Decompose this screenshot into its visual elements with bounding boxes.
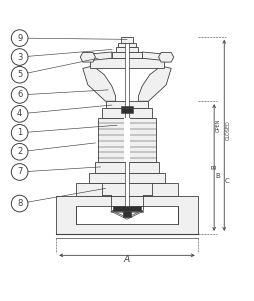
Polygon shape [87, 52, 112, 61]
Bar [90, 58, 164, 68]
Bar [96, 162, 158, 173]
Bar [76, 206, 178, 224]
Bar [124, 118, 130, 162]
Circle shape [11, 144, 28, 160]
Bar [121, 108, 133, 113]
Bar [98, 118, 156, 162]
Polygon shape [110, 211, 144, 219]
Circle shape [11, 125, 28, 141]
Text: 3: 3 [17, 53, 22, 61]
Text: 5: 5 [17, 70, 22, 79]
Text: 2: 2 [17, 147, 22, 156]
Bar [118, 43, 136, 47]
Text: C: C [225, 178, 230, 184]
Bar [113, 206, 141, 211]
Text: CLOSED: CLOSED [226, 120, 231, 140]
Polygon shape [142, 52, 167, 61]
Bar [123, 211, 131, 217]
Bar [89, 173, 165, 183]
Text: B: B [216, 173, 220, 179]
Bar [110, 210, 144, 213]
Bar [112, 52, 142, 58]
Circle shape [11, 164, 28, 180]
Bar [121, 106, 133, 108]
Bar [76, 183, 178, 196]
Polygon shape [80, 52, 96, 62]
Text: 9: 9 [17, 34, 22, 42]
Text: OPEN: OPEN [216, 119, 221, 132]
Bar [102, 107, 152, 118]
Polygon shape [138, 66, 171, 101]
Circle shape [11, 195, 28, 212]
Circle shape [11, 87, 28, 103]
Circle shape [11, 67, 28, 83]
Polygon shape [83, 66, 116, 101]
Text: B: B [211, 165, 217, 169]
Text: 6: 6 [17, 90, 22, 99]
Polygon shape [158, 52, 174, 62]
Bar [125, 42, 129, 216]
Text: 4: 4 [17, 109, 22, 118]
Circle shape [11, 106, 28, 122]
Bar [121, 37, 133, 43]
Bar [56, 196, 198, 234]
Text: 8: 8 [17, 199, 22, 208]
Bar [116, 47, 138, 52]
Bar [105, 101, 149, 107]
Text: 7: 7 [17, 167, 22, 176]
Circle shape [11, 30, 28, 46]
Text: 1: 1 [17, 128, 22, 137]
Text: A: A [124, 255, 130, 264]
Circle shape [11, 49, 28, 65]
